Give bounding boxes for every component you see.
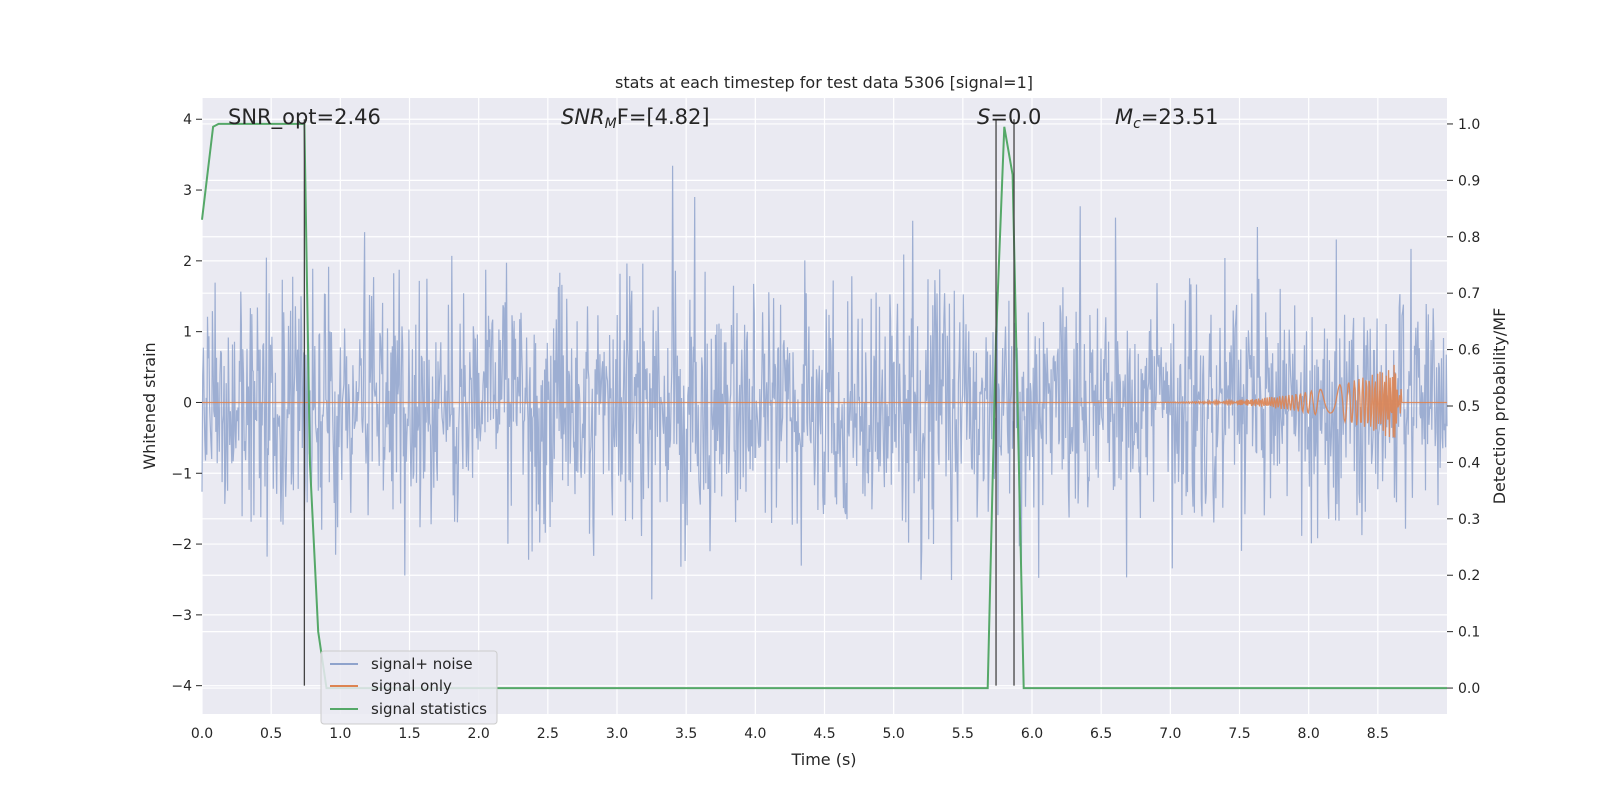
annotation-snr-mf: SNRMF=[4.82] <box>561 105 710 132</box>
y-tick-label-right: 0.0 <box>1458 681 1480 697</box>
legend: signal+ noise signal only signal statist… <box>320 650 498 725</box>
y-tick-label-right: 0.4 <box>1458 455 1480 471</box>
x-axis-ticks: 0.0 0.5 1.0 1.5 2.0 2.5 3.0 3.5 4.0 4.5 5.0 5.5 6.0 6… <box>191 726 1389 742</box>
x-tick-label: 4.0 <box>744 726 766 742</box>
y-tick-label-right: 0.6 <box>1458 343 1480 359</box>
y-tick-label-right: 1.0 <box>1458 117 1480 133</box>
y-tick-label-left: −4 <box>171 679 192 695</box>
y-tick-label-right: 0.1 <box>1458 625 1480 641</box>
legend-label-signal-statistics: signal statistics <box>371 700 487 718</box>
legend-label-signal-only: signal only <box>371 677 452 695</box>
vertical-markers <box>303 119 1015 686</box>
x-tick-label: 6.0 <box>1021 726 1043 742</box>
x-tick-label: 5.5 <box>952 726 974 742</box>
y-tick-label-right: 0.9 <box>1458 173 1480 189</box>
x-axis-label: Time (s) <box>790 750 856 769</box>
right-y-axis-label: Detection probability/MF <box>1490 308 1509 505</box>
annotation-mc: Mc=23.51 <box>1115 105 1219 132</box>
chart-title: stats at each timestep for test data 530… <box>615 73 1033 92</box>
signal-only-series <box>202 364 1447 438</box>
legend-label-signal-noise: signal+ noise <box>371 655 473 673</box>
x-tick-label: 0.5 <box>260 726 282 742</box>
x-tick-label: 1.0 <box>329 726 351 742</box>
y-tick-label-right: 0.5 <box>1458 399 1480 415</box>
x-tick-label: 2.0 <box>468 726 490 742</box>
x-tick-label: 0.0 <box>191 726 213 742</box>
signal-only-line <box>202 364 1447 438</box>
annotation-s: S=0.0 <box>977 105 1041 129</box>
annotation-snr-opt: SNR_opt=2.46 <box>228 105 381 130</box>
y-tick-label-left: 1 <box>183 325 192 341</box>
x-tick-label: 7.0 <box>1159 726 1181 742</box>
signal-noise-series <box>201 165 1448 600</box>
right-y-axis-ticks: 1.0 0.9 0.8 0.7 0.6 0.5 0.4 0.3 0.2 0.1 0.0 <box>1447 117 1480 697</box>
left-y-axis-label: Whitened strain <box>140 342 159 469</box>
x-tick-label: 3.5 <box>675 726 697 742</box>
signal-noise-line <box>201 165 1448 600</box>
x-tick-label: 8.5 <box>1367 726 1389 742</box>
left-y-axis-ticks: 4 3 2 1 0 −1 −2 −3 −4 <box>171 112 202 695</box>
y-tick-label-left: −1 <box>171 466 192 482</box>
y-tick-label-left: −2 <box>171 537 192 553</box>
y-tick-label-right: 0.2 <box>1458 568 1480 584</box>
x-tick-label: 8.0 <box>1298 726 1320 742</box>
y-tick-label-left: −3 <box>171 608 192 624</box>
x-tick-label: 7.5 <box>1228 726 1250 742</box>
x-tick-label: 1.5 <box>398 726 420 742</box>
y-tick-label-right: 0.7 <box>1458 286 1480 302</box>
y-tick-label-right: 0.3 <box>1458 512 1480 528</box>
y-tick-label-left: 2 <box>183 254 192 270</box>
x-tick-label: 6.5 <box>1090 726 1112 742</box>
x-tick-label: 2.5 <box>537 726 559 742</box>
x-tick-label: 5.0 <box>883 726 905 742</box>
legend-box <box>320 650 498 725</box>
y-tick-label-left: 3 <box>183 183 192 199</box>
y-tick-label-left: 4 <box>183 112 192 128</box>
x-tick-label: 3.0 <box>606 726 628 742</box>
x-tick-label: 4.5 <box>813 726 835 742</box>
y-tick-label-left: 0 <box>183 395 192 411</box>
y-tick-label-right: 0.8 <box>1458 230 1480 246</box>
